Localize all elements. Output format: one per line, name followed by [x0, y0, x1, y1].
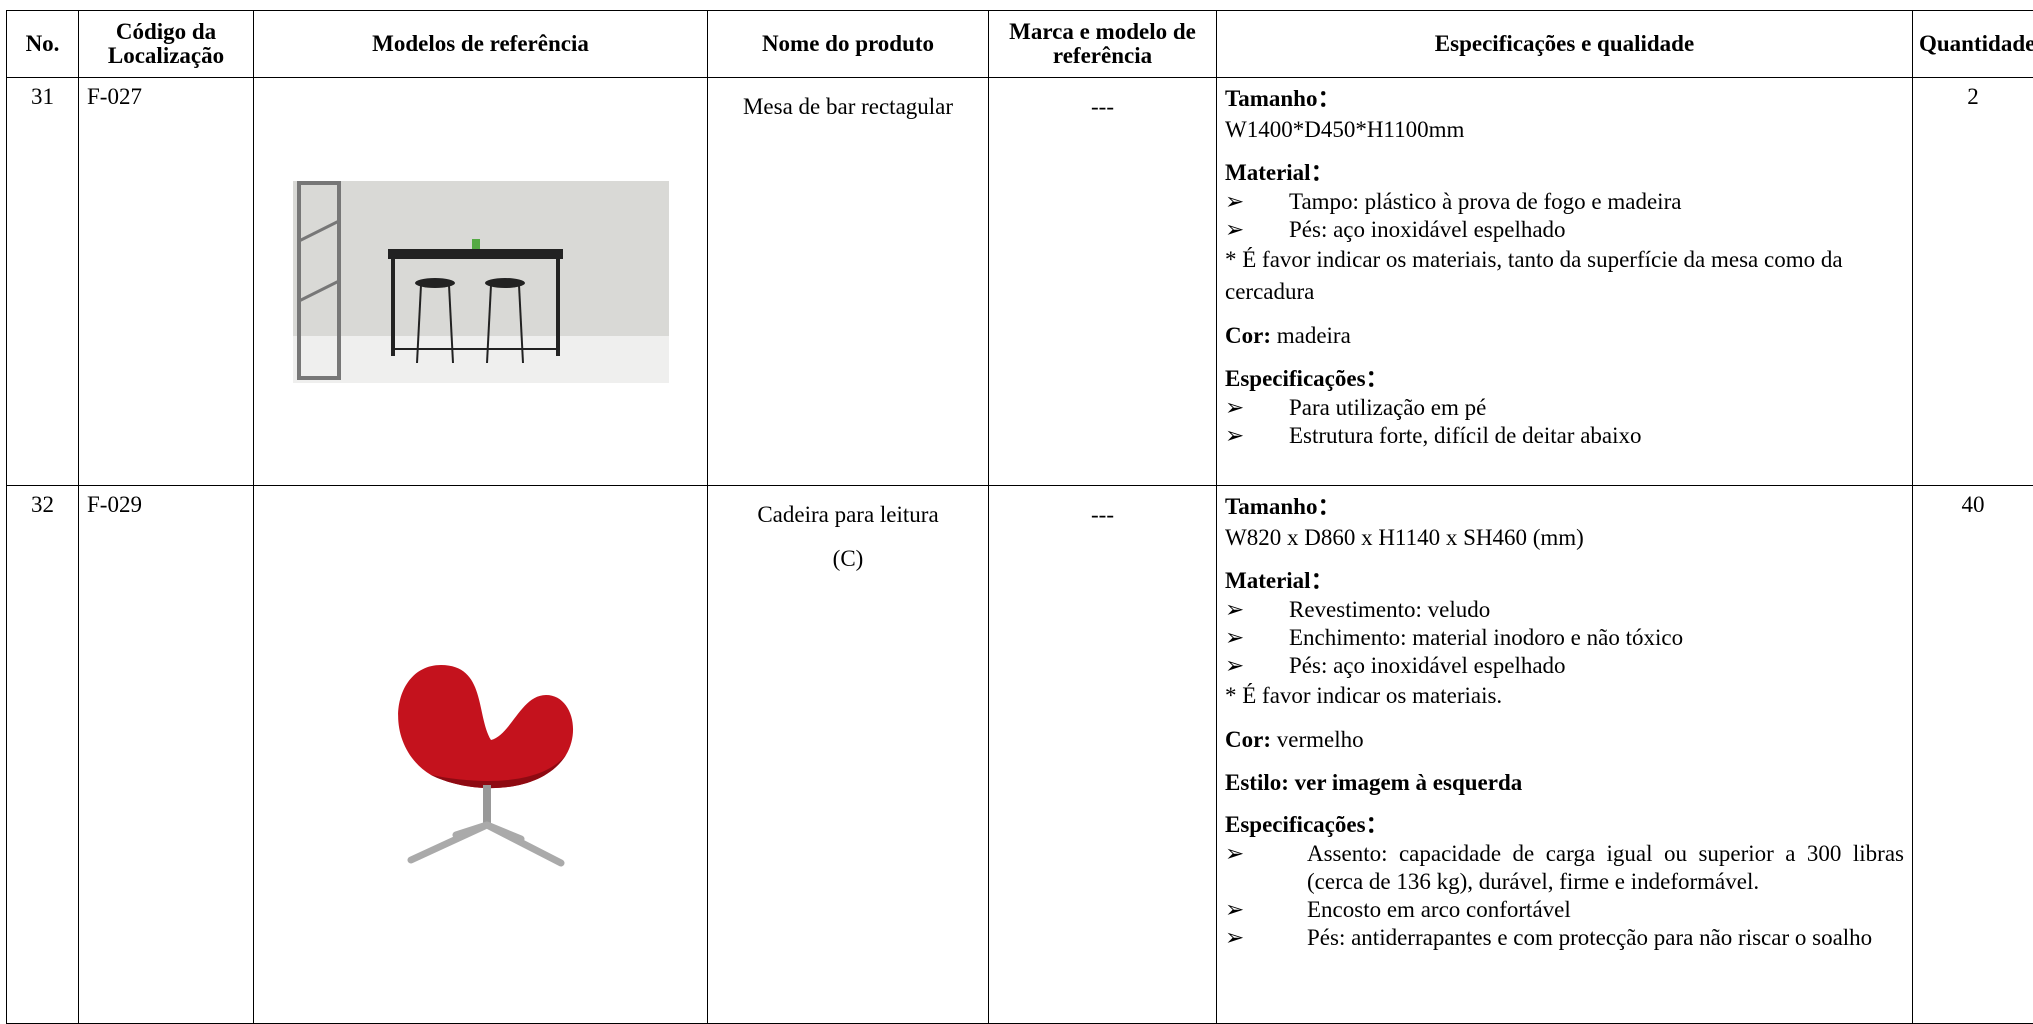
spec-bullet: Encosto em arco confortável: [1225, 896, 1904, 924]
spec-label: Cor:: [1225, 323, 1271, 348]
reference-image: [253, 485, 708, 1024]
spec-block: Cor: madeira: [1225, 320, 1904, 352]
column-header: No.: [6, 10, 79, 78]
spec-heading: Material：: [1225, 568, 1334, 593]
column-header: Marca e modelo de referência: [988, 10, 1217, 78]
spec-line: * É favor indicar os materiais.: [1225, 683, 1503, 708]
column-header: Especificações e qualidade: [1216, 10, 1913, 78]
spec-bullet: Revestimento: veludo: [1225, 596, 1904, 624]
spec-block: Material： Revestimento: veludoEnchimento:…: [1225, 566, 1904, 712]
spec-block: Especificações： Para utilização em péEstr…: [1225, 364, 1904, 450]
brand-text: ---: [1091, 94, 1114, 119]
spec-block: Cor: vermelho: [1225, 724, 1904, 756]
product-name: Cadeira para leitura (C): [707, 485, 989, 1024]
column-header: Quantidade: [1912, 10, 2033, 78]
brand: ---: [988, 485, 1217, 1024]
reference-image: [253, 77, 708, 486]
spec-line: W820 x D860 x H1140 x SH460 (mm): [1225, 525, 1584, 550]
spec-block: Material： Tampo: plástico à prova de fogo…: [1225, 158, 1904, 308]
spec-inline: Cor: madeira: [1225, 320, 1904, 352]
spec-value: madeira: [1276, 323, 1351, 348]
red-chair-image: [397, 664, 573, 866]
spec-bullet: Pés: aço inoxidável espelhado: [1225, 652, 1904, 680]
spec-bullet: Estrutura forte, difícil de deitar abaix…: [1225, 422, 1904, 450]
spec-heading: Tamanho：: [1225, 86, 1341, 111]
product-name-line: (C): [832, 546, 864, 571]
row-number-text: 31: [31, 84, 54, 109]
spec-heading: Estilo: ver imagem à esquerda: [1225, 770, 1523, 795]
row-number: 31: [6, 77, 79, 486]
spec-heading: Material：: [1225, 160, 1334, 185]
quantity-text: 40: [1961, 492, 1985, 517]
spec-heading: Especificações：: [1225, 366, 1389, 391]
quantity-text: 2: [1967, 84, 1979, 109]
spec-block: Estilo: ver imagem à esquerda: [1225, 768, 1904, 798]
product-name-line: Cadeira para leitura: [757, 502, 939, 527]
bar-table-image: [292, 180, 669, 383]
column-header: Código da Localização: [78, 10, 254, 78]
brand: ---: [988, 77, 1217, 486]
location-code: F-027: [78, 77, 254, 486]
row-number: 32: [6, 485, 79, 1024]
spec-bullet: Pés: aço inoxidável espelhado: [1225, 216, 1904, 244]
row-number-text: 32: [31, 492, 54, 517]
spec-bullet: Pés: antiderrapantes e com protecção par…: [1225, 924, 1904, 952]
column-header: Nome do produto: [707, 10, 989, 78]
header-row: No. Código da Localização Modelos de refer…: [6, 10, 2033, 78]
spec-bullet: Para utilização em pé: [1225, 394, 1904, 422]
product-table: No. Código da Localização Modelos de refer…: [6, 10, 2033, 1024]
spec-value: vermelho: [1276, 727, 1364, 752]
location-code: F-029: [78, 485, 254, 1024]
spec-block: Tamanho： W820 x D860 x H1140 x SH460 (mm): [1225, 492, 1904, 554]
spec-bullet: Enchimento: material inodoro e não tóxic…: [1225, 624, 1904, 652]
spec-heading: Especificações：: [1225, 812, 1389, 837]
spec-bullet: Assento: capacidade de carga igual ou su…: [1225, 840, 1904, 896]
column-header: Modelos de referência: [253, 10, 708, 78]
brand-text: ---: [1091, 502, 1114, 527]
quantity: 2: [1912, 77, 2033, 486]
quantity: 40: [1912, 485, 2033, 1024]
spec-block: Tamanho： W1400*D450*H1100mm: [1225, 84, 1904, 146]
spec-bullet: Tampo: plástico à prova de fogo e madeir…: [1225, 188, 1904, 216]
product-row: 31 F-027 Mesa de bar rectagular --- Tamanho…: [6, 77, 2033, 486]
product-name: Mesa de bar rectagular: [707, 77, 989, 486]
spec-heading: Tamanho：: [1225, 494, 1341, 519]
product-row: 32 F-029 Cadeira para leitura (C) --- Tamanh…: [6, 485, 2033, 1024]
product-name-line: Mesa de bar rectagular: [742, 94, 954, 119]
location-code-text: F-027: [87, 84, 142, 109]
spec-block: Especificações： Assento: capacidade de ca…: [1225, 810, 1904, 952]
specifications: Tamanho： W1400*D450*H1100mm Material： Tampo…: [1216, 77, 1913, 486]
location-code-text: F-029: [87, 492, 142, 517]
spec-line: * É favor indicar os materiais, tanto da…: [1225, 247, 1843, 304]
spec-line: W1400*D450*H1100mm: [1225, 117, 1465, 142]
spec-inline: Cor: vermelho: [1225, 724, 1904, 756]
specifications: Tamanho： W820 x D860 x H1140 x SH460 (mm)…: [1216, 485, 1913, 1024]
spec-label: Cor:: [1225, 727, 1271, 752]
